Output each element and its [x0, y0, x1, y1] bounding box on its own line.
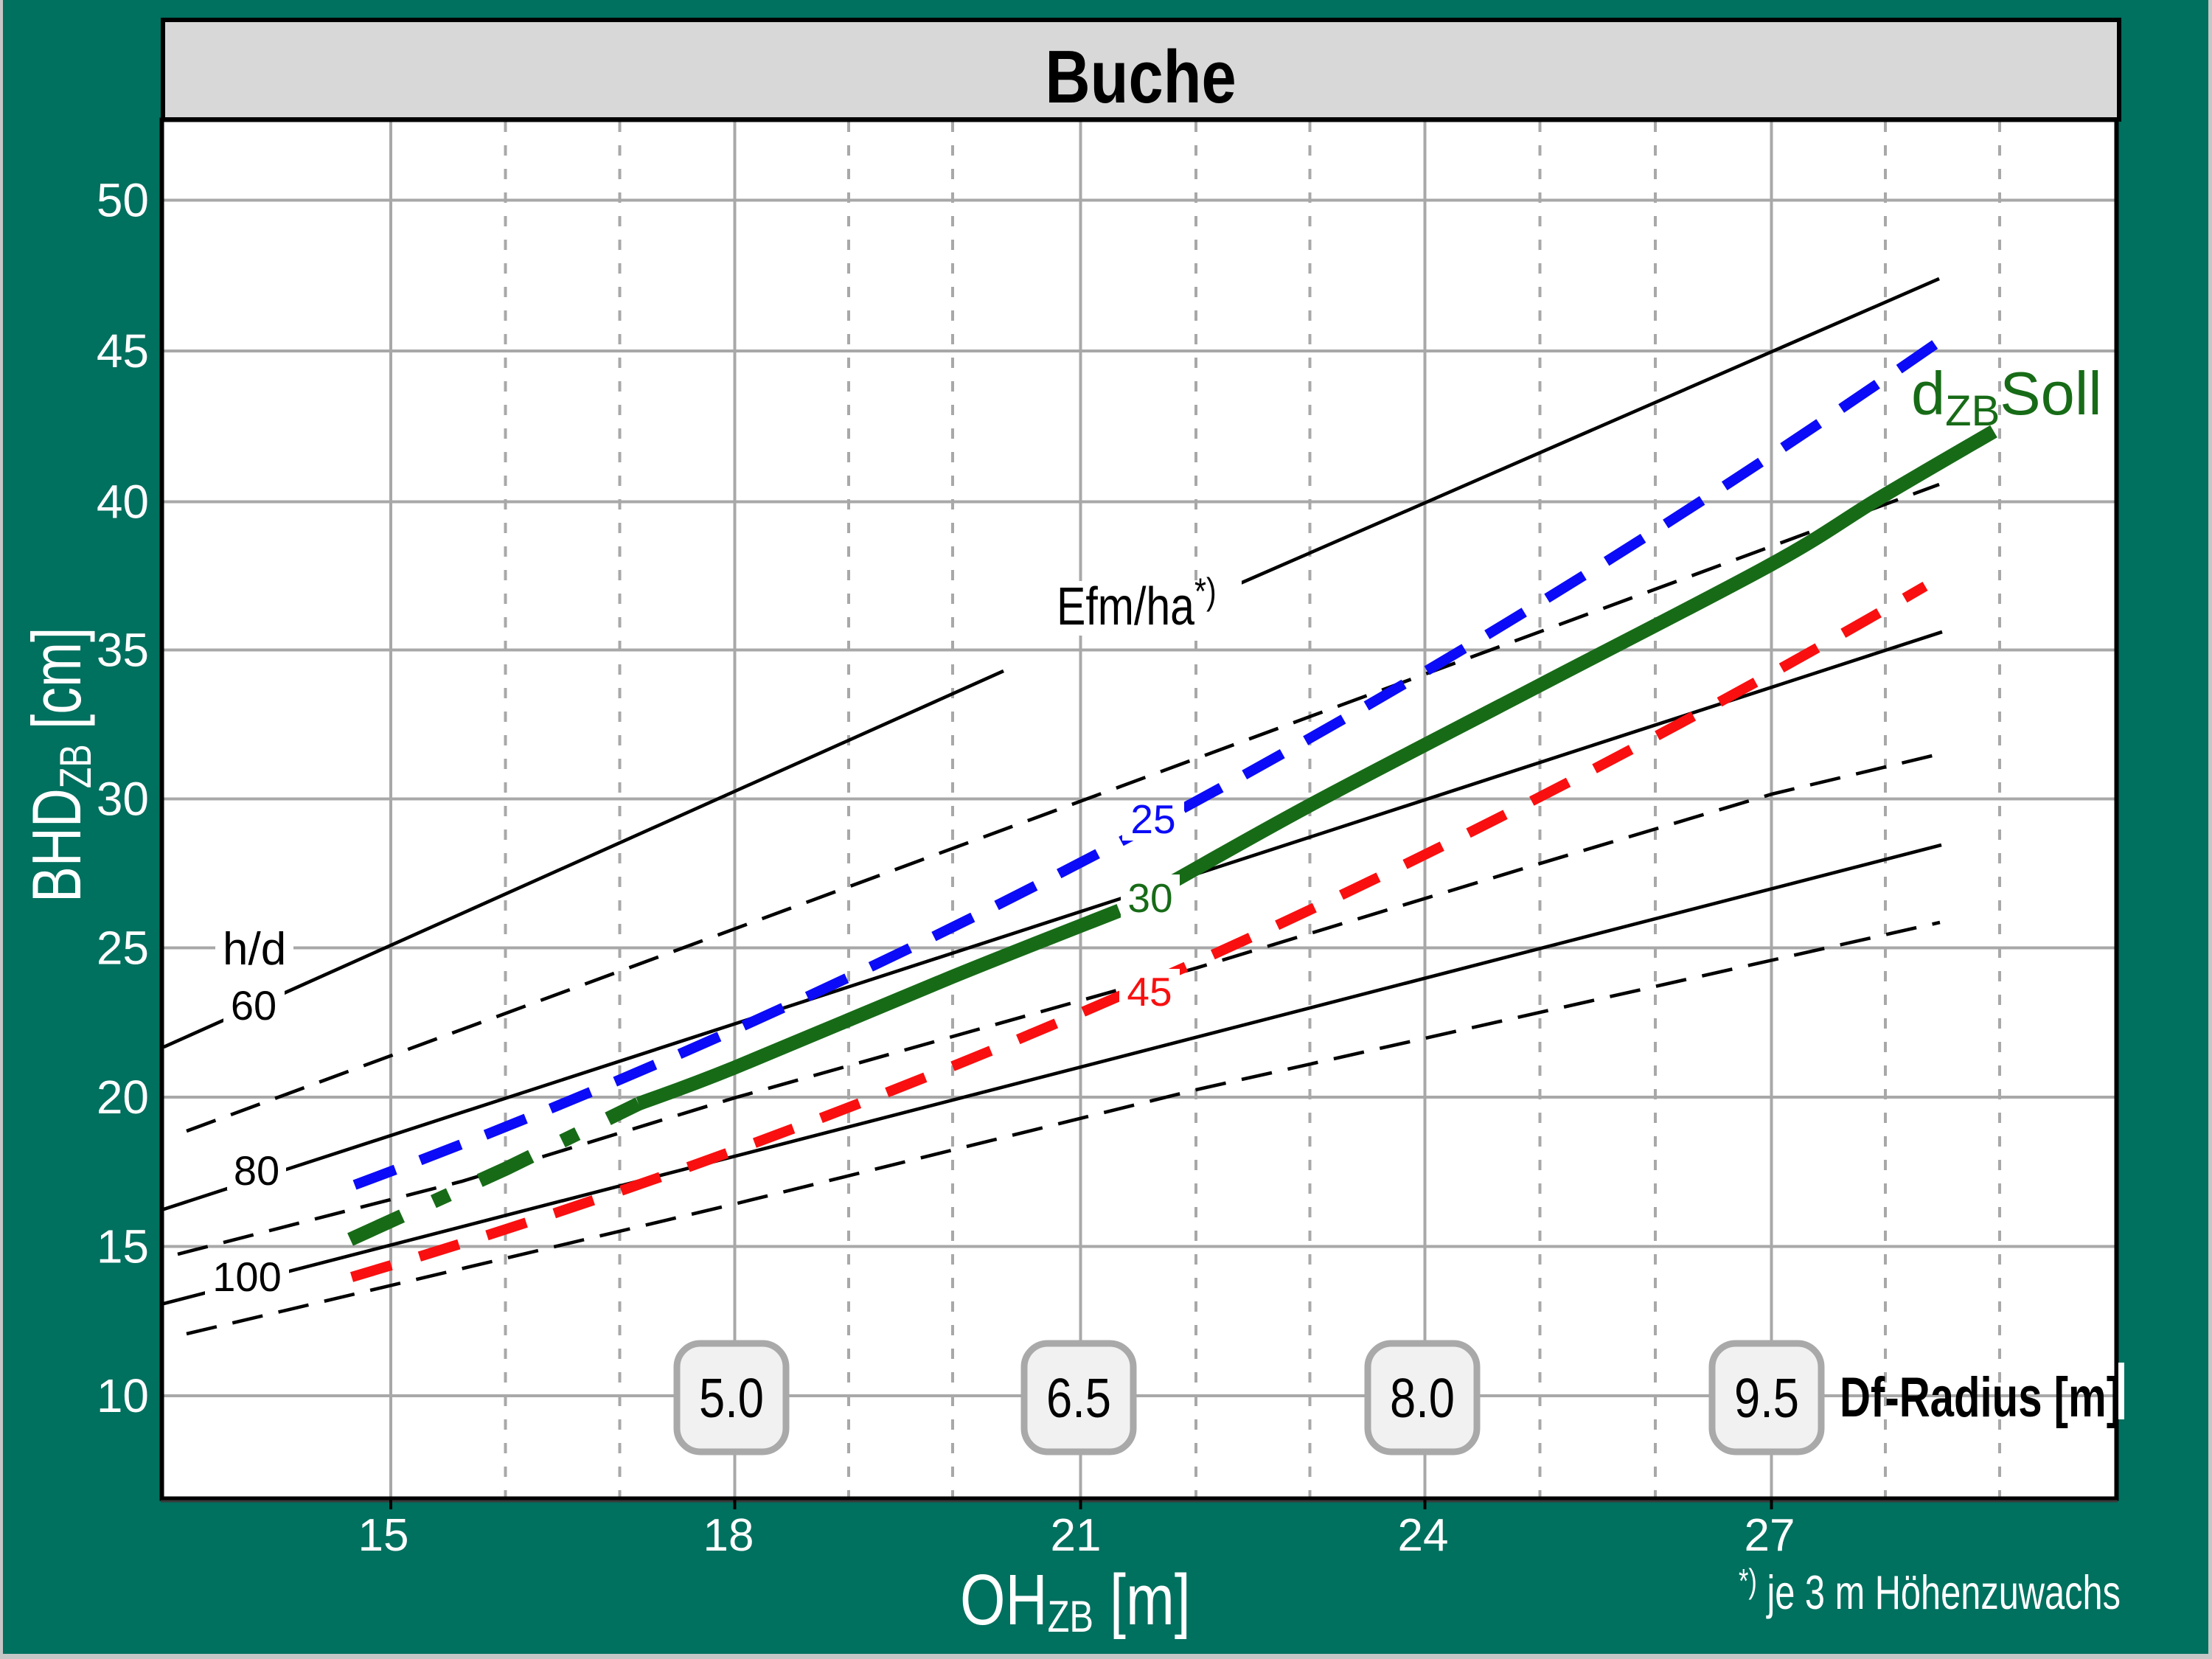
svg-text:40: 40	[97, 476, 149, 529]
svg-text:45: 45	[1127, 969, 1172, 1015]
svg-text:5.0: 5.0	[699, 1367, 764, 1429]
svg-text:6.5: 6.5	[1046, 1367, 1111, 1429]
svg-text:Df-Radius [m]: Df-Radius [m]	[1840, 1367, 2121, 1429]
svg-text:24: 24	[1398, 1510, 1449, 1561]
svg-text:30: 30	[97, 773, 149, 826]
svg-text:60: 60	[231, 982, 276, 1029]
svg-text:100: 100	[212, 1253, 281, 1300]
svg-text:Buche: Buche	[1045, 35, 1236, 119]
svg-text:21: 21	[1051, 1510, 1102, 1561]
svg-text:18: 18	[703, 1510, 754, 1561]
svg-text:h/d: h/d	[223, 924, 286, 975]
svg-text:15: 15	[97, 1220, 149, 1273]
svg-text:45: 45	[97, 324, 149, 378]
svg-text:35: 35	[97, 624, 149, 677]
svg-text:20: 20	[97, 1071, 149, 1124]
svg-text:15: 15	[358, 1510, 409, 1561]
svg-text:10: 10	[97, 1369, 149, 1422]
svg-text:50: 50	[97, 174, 149, 227]
svg-text:27: 27	[1745, 1510, 1795, 1561]
svg-text:*) je 3 m Höhenzuwachs: *) je 3 m Höhenzuwachs	[1739, 1562, 2121, 1620]
svg-text:dZBSoll: dZBSoll	[1911, 359, 2102, 435]
svg-text:8.0: 8.0	[1390, 1367, 1455, 1429]
svg-text:9.5: 9.5	[1734, 1367, 1799, 1429]
svg-text:Efm/ha*): Efm/ha*)	[1057, 571, 1217, 636]
svg-text:30: 30	[1127, 875, 1172, 921]
svg-text:25: 25	[1130, 796, 1175, 842]
svg-text:80: 80	[234, 1147, 279, 1194]
svg-text:OHZB [m]: OHZB [m]	[960, 1559, 1191, 1641]
svg-text:25: 25	[97, 922, 149, 975]
